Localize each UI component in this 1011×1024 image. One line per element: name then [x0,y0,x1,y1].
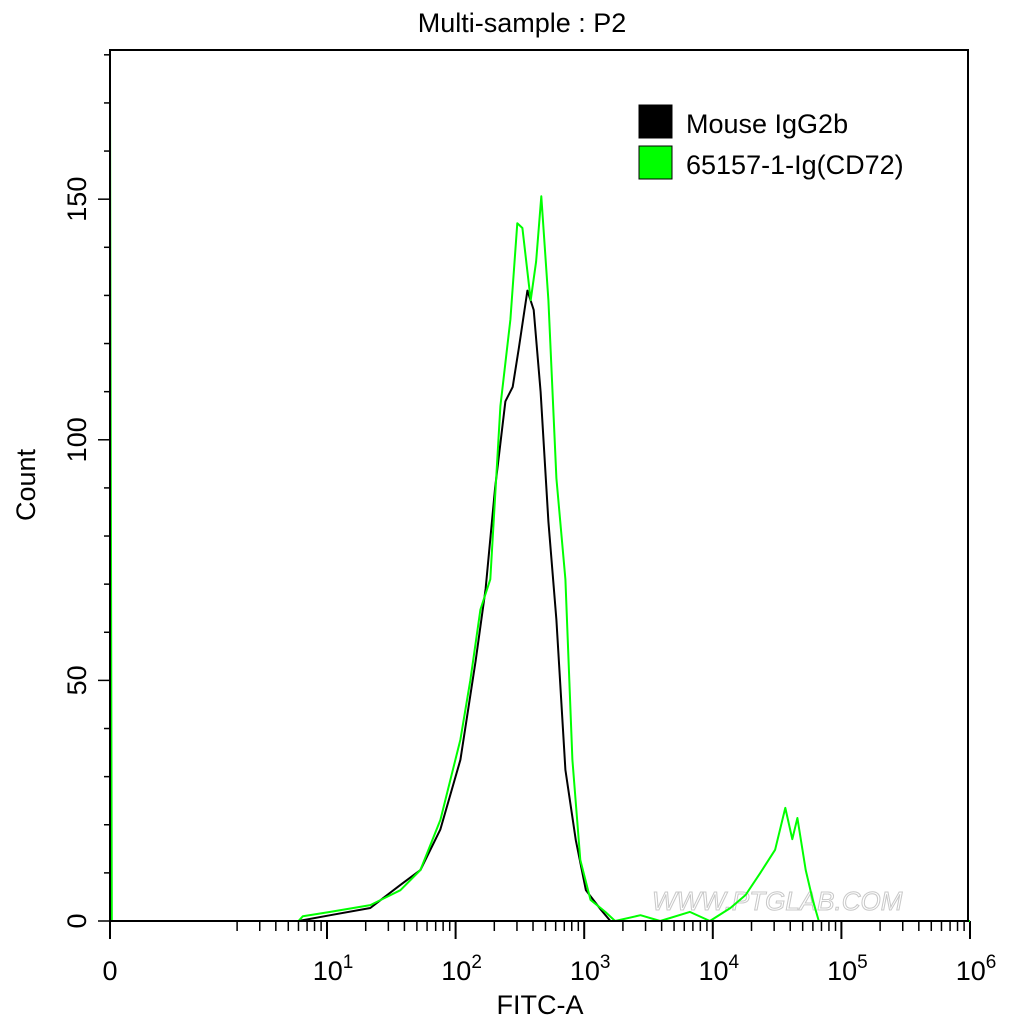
chart-title: Multi-sample : P2 [418,8,627,38]
axis-ticks: 0 101 102 103 104 105 106 0 50 100 150 [62,54,997,986]
x-tick-label: 103 [570,952,611,986]
y-tick-label: 0 [62,913,92,928]
legend-swatch-cd72 [638,145,673,180]
y-tick-label: 100 [62,417,92,462]
x-tick-label: 106 [956,952,997,986]
x-axis-label: FITC-A [497,990,584,1020]
watermark: WWW.PTGLAB.COM [652,886,903,916]
series-line-cd72 [109,88,970,922]
x-tick-label: 104 [698,952,739,986]
plot-frame [109,49,969,922]
series-group [109,88,970,922]
legend: Mouse IgG2b 65157-1-Ig(CD72) [638,104,904,180]
x-tick-label: 105 [827,952,868,986]
legend-label-mouse-igg2b: Mouse IgG2b [686,109,848,139]
x-tick-label: 102 [441,952,482,986]
x-tick-label: 0 [102,956,117,986]
y-tick-label: 50 [62,665,92,695]
legend-label-cd72: 65157-1-Ig(CD72) [686,150,904,180]
y-axis-label: Count [11,448,41,521]
x-tick-label: 101 [313,952,354,986]
series-line-mouse-igg2b [110,289,970,922]
legend-swatch-mouse-igg2b [638,104,673,139]
y-tick-label: 150 [62,177,92,222]
